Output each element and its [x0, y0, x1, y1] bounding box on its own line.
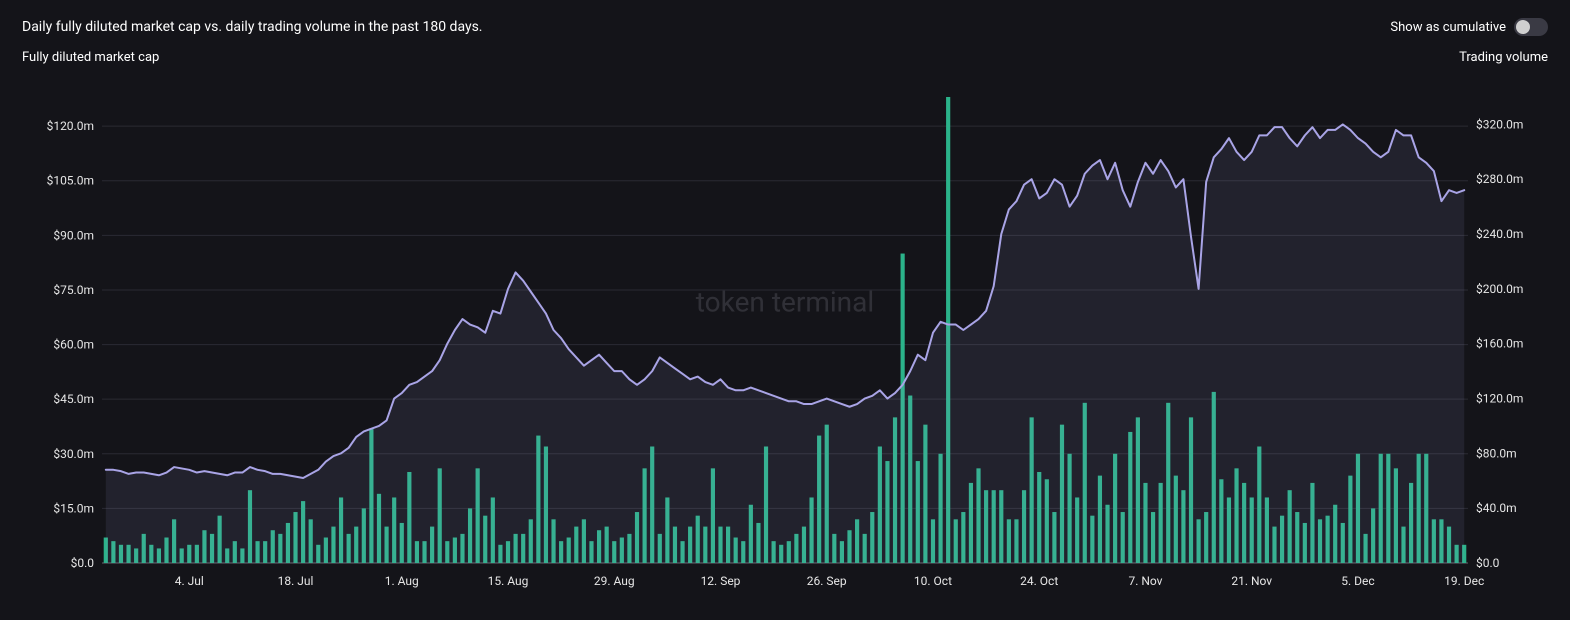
right-axis-title: Trading volume [1459, 50, 1548, 65]
x-tick-label: 12. Sep [701, 574, 741, 588]
left-tick-label: $15.0m [53, 501, 94, 515]
right-tick-label: $160.0m [1476, 337, 1523, 351]
right-tick-label: $280.0m [1476, 172, 1523, 186]
x-tick-label: 18. Jul [278, 574, 314, 588]
marketcap-area [106, 124, 1464, 563]
left-tick-label: $105.0m [47, 174, 94, 188]
right-tick-label: $320.0m [1476, 117, 1523, 131]
x-tick-label: 29. Aug [594, 574, 635, 588]
chart-title: Daily fully diluted market cap vs. daily… [22, 19, 483, 35]
right-tick-label: $200.0m [1476, 282, 1523, 296]
right-tick-label: $0.0 [1476, 556, 1500, 570]
left-tick-label: $60.0m [53, 338, 94, 352]
left-tick-label: $45.0m [53, 392, 94, 406]
cumulative-toggle-label: Show as cumulative [1390, 20, 1506, 35]
cumulative-toggle[interactable] [1514, 18, 1548, 36]
x-tick-label: 5. Dec [1341, 574, 1374, 588]
toggle-knob [1516, 20, 1530, 34]
watermark: token terminal [696, 285, 874, 318]
left-tick-label: $120.0m [47, 119, 94, 133]
x-tick-label: 26. Sep [807, 574, 847, 588]
x-tick-label: 7. Nov [1128, 574, 1162, 588]
x-tick-label: 24. Oct [1020, 574, 1058, 588]
x-tick-label: 1. Aug [385, 574, 419, 588]
left-tick-label: $0.0 [71, 556, 95, 570]
combo-chart: $0.0 $15.0m $30.0m $45.0m $60.0m $75.0m $90.0m… [22, 73, 1548, 603]
cumulative-toggle-wrap: Show as cumulative [1390, 18, 1548, 36]
right-tick-label: $120.0m [1476, 392, 1523, 406]
x-tick-label: 21. Nov [1231, 574, 1272, 588]
left-tick-label: $90.0m [53, 228, 94, 242]
right-tick-label: $40.0m [1476, 501, 1517, 515]
x-tick-label: 15. Aug [488, 574, 529, 588]
left-tick-label: $30.0m [53, 447, 94, 461]
x-tick-label: 19. Dec [1444, 574, 1484, 588]
x-tick-label: 10. Oct [914, 574, 952, 588]
chart-container: $0.0 $15.0m $30.0m $45.0m $60.0m $75.0m $90.0m… [22, 73, 1548, 603]
left-tick-label: $75.0m [53, 283, 94, 297]
right-tick-label: $240.0m [1476, 227, 1523, 241]
x-tick-label: 4. Jul [175, 574, 204, 588]
left-axis-title: Fully diluted market cap [22, 50, 159, 65]
right-tick-label: $80.0m [1476, 446, 1517, 460]
